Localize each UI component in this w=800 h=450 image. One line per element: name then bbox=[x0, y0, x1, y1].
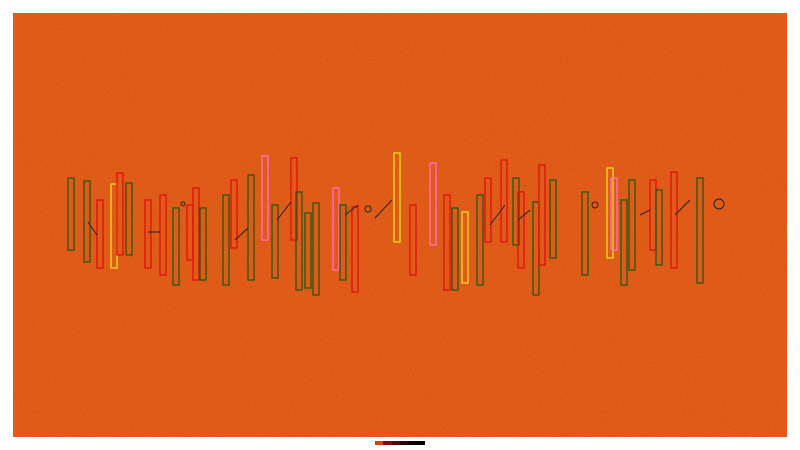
connector-line bbox=[374, 199, 393, 219]
bar-outline bbox=[290, 157, 298, 241]
bar-outline bbox=[610, 177, 618, 251]
circle-marker bbox=[180, 201, 186, 207]
color-scale-swatch bbox=[416, 441, 425, 445]
connector-line bbox=[234, 227, 249, 241]
connector-line bbox=[87, 221, 98, 236]
bar-outline bbox=[443, 194, 451, 291]
bar-outline bbox=[393, 152, 401, 243]
bar-outline bbox=[247, 174, 255, 281]
color-scale-swatch bbox=[383, 441, 392, 445]
bar-outline bbox=[159, 194, 167, 276]
bar-outline bbox=[549, 179, 557, 259]
bar-outline bbox=[606, 167, 614, 259]
bar-outline bbox=[628, 179, 636, 271]
bar-outline bbox=[304, 212, 312, 289]
connector-line bbox=[276, 201, 292, 221]
bar-outline bbox=[67, 177, 75, 251]
circle-marker bbox=[364, 205, 372, 213]
bar-outline bbox=[517, 191, 525, 269]
connector-line bbox=[489, 204, 506, 226]
bar-outline bbox=[581, 191, 589, 276]
visualization-canvas bbox=[13, 13, 787, 437]
bar-outline bbox=[199, 207, 207, 281]
bar-outline bbox=[312, 202, 320, 296]
bar-outline bbox=[538, 164, 546, 266]
bar-outline bbox=[83, 180, 91, 263]
bar-outline bbox=[461, 211, 469, 284]
color-scale-swatch bbox=[408, 441, 417, 445]
bar-outline bbox=[261, 155, 269, 241]
connector-line bbox=[344, 204, 359, 216]
color-scale-swatch bbox=[375, 441, 384, 445]
bar-outline bbox=[271, 204, 279, 279]
bar-outline bbox=[339, 204, 347, 281]
bar-outline bbox=[512, 177, 520, 246]
color-scale-legend bbox=[375, 441, 425, 445]
bar-outline bbox=[144, 199, 152, 269]
bar-outline bbox=[186, 204, 194, 261]
bar-outline bbox=[96, 199, 104, 269]
bar-outline bbox=[620, 199, 628, 286]
bar-group bbox=[67, 152, 725, 296]
color-scale-swatch bbox=[391, 441, 400, 445]
bar-outline bbox=[125, 182, 133, 256]
bar-outline bbox=[222, 194, 230, 286]
bar-outline bbox=[332, 187, 340, 271]
connector-line bbox=[517, 209, 531, 221]
color-scale-swatch bbox=[399, 441, 409, 445]
bar-outline bbox=[696, 177, 704, 284]
bar-outline bbox=[429, 162, 437, 246]
connector-line bbox=[674, 199, 691, 216]
bar-outline bbox=[172, 207, 180, 286]
bar-outline bbox=[451, 207, 459, 291]
bar-outline bbox=[116, 172, 124, 256]
bar-outline bbox=[295, 191, 303, 291]
circle-marker bbox=[713, 198, 725, 210]
bar-outline bbox=[670, 171, 678, 269]
bar-outline bbox=[500, 159, 508, 243]
bar-outline bbox=[476, 194, 484, 286]
circle-marker bbox=[591, 201, 599, 209]
connector-line bbox=[639, 209, 651, 216]
bar-outline bbox=[230, 179, 238, 249]
bar-outline bbox=[655, 189, 663, 266]
bar-outline bbox=[409, 204, 417, 276]
bar-outline bbox=[484, 177, 492, 243]
